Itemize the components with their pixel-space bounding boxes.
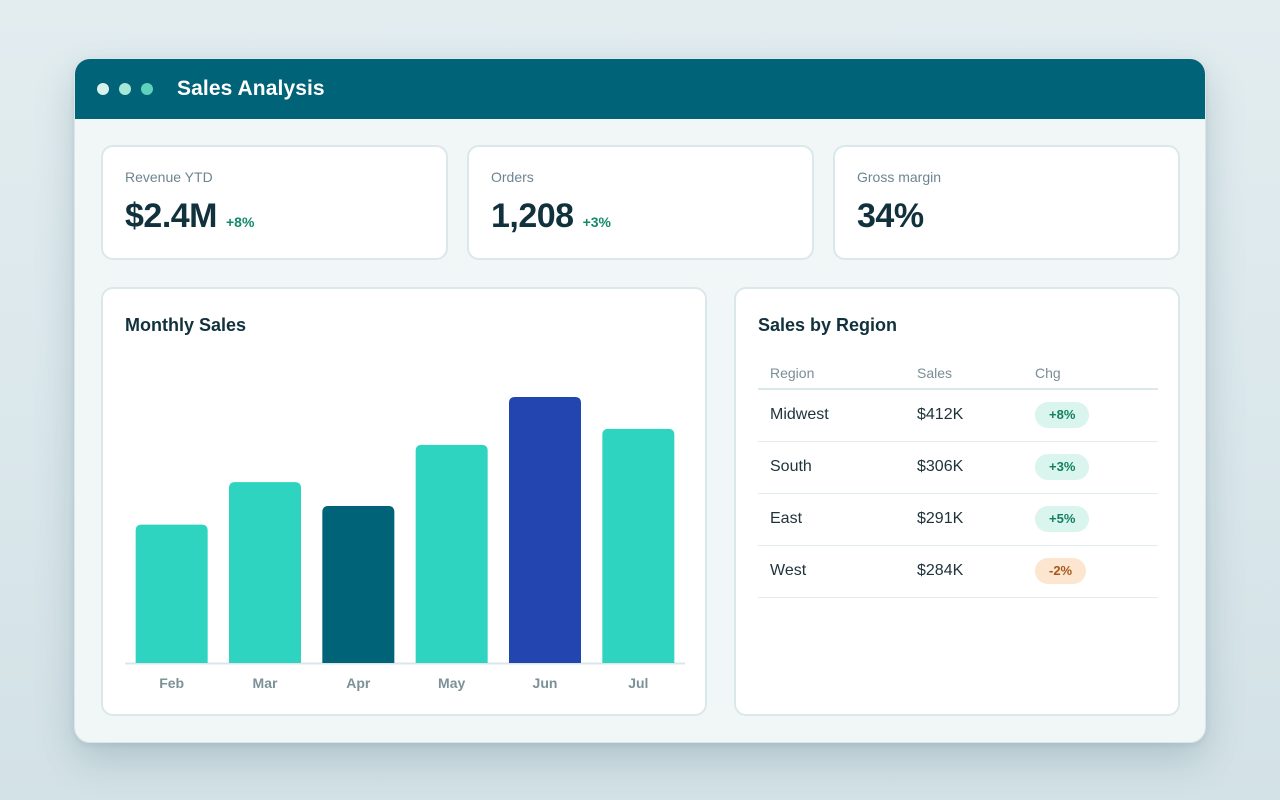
monthly-sales-chart: Feb Mar Apr May Jun Jul [125,397,685,691]
kpi-label: Orders [491,169,534,185]
change-cell: +3% [1023,441,1158,494]
x-tick-label: Jul [628,675,648,691]
x-tick-label: Feb [159,675,184,691]
panel-title: Monthly Sales [125,315,247,335]
change-badge: +5% [1035,506,1090,532]
table-row[interactable]: Midwest $412K +8% [758,389,1158,442]
region-cell: East [758,493,905,546]
change-cell: +8% [1023,389,1158,442]
sales-cell: $306K [905,441,1023,494]
region-cell: South [758,441,905,494]
window-title: Sales Analysis [177,77,325,100]
kpi-value: $2.4M [125,197,218,235]
region-cell: West [758,545,905,598]
table-row[interactable]: South $306K +3% [758,441,1158,494]
column-header-region: Region [758,357,905,390]
app-window: Sales Analysis Revenue YTD $2.4M +8% Ord… [74,58,1206,743]
kpi-value: 1,208 [491,197,574,235]
title-bar: Sales Analysis [75,59,1205,119]
change-badge: +3% [1035,454,1090,480]
sales-cell: $412K [905,389,1023,442]
table-row[interactable]: East $291K +5% [758,493,1158,546]
x-tick-label: Jun [533,675,558,691]
region-table: Region Sales Chg Midwest $412K +8% South $30… [758,357,1158,598]
sales-cell: $291K [905,493,1023,546]
kpi-label: Gross margin [857,169,942,185]
change-badge: -2% [1035,558,1087,584]
change-cell: -2% [1023,545,1158,598]
window-dot-3[interactable] [141,83,153,95]
x-tick-label: Mar [253,675,278,691]
bar-apr[interactable] [322,506,395,663]
bar-feb[interactable] [135,524,208,663]
monthly-sales-panel: Monthly Sales Feb Mar Apr May Jun Jul [101,287,707,716]
kpi-value: 34% [857,197,924,235]
sales-cell: $284K [905,545,1023,598]
column-header-chg: Chg [1023,357,1158,390]
kpi-card-revenue: Revenue YTD $2.4M +8% [101,145,448,260]
bar-may[interactable] [415,444,488,663]
sales-by-region-panel: Sales by Region Region Sales Chg Midwest… [734,287,1180,716]
kpi-card-orders: Orders 1,208 +3% [467,145,814,260]
change-badge: +8% [1035,402,1090,429]
kpi-label: Revenue YTD [125,169,213,185]
kpi-delta: +8% [226,214,255,230]
kpi-card-gross-margin: Gross margin 34% [833,145,1180,260]
change-cell: +5% [1023,493,1158,546]
table-row[interactable]: West $284K -2% [758,545,1158,598]
region-cell: Midwest [758,389,905,442]
x-tick-label: May [438,675,465,691]
bar-jun[interactable] [509,397,581,663]
table-header-row: Region Sales Chg [758,357,1158,390]
window-dot-1[interactable] [97,83,109,95]
bar-mar[interactable] [229,482,301,663]
panel-title: Sales by Region [758,315,898,335]
kpi-delta: +3% [582,214,612,230]
bar-jul[interactable] [602,428,675,663]
x-tick-label: Apr [346,675,371,691]
window-dot-2[interactable] [119,83,131,95]
column-header-sales: Sales [905,357,1023,390]
